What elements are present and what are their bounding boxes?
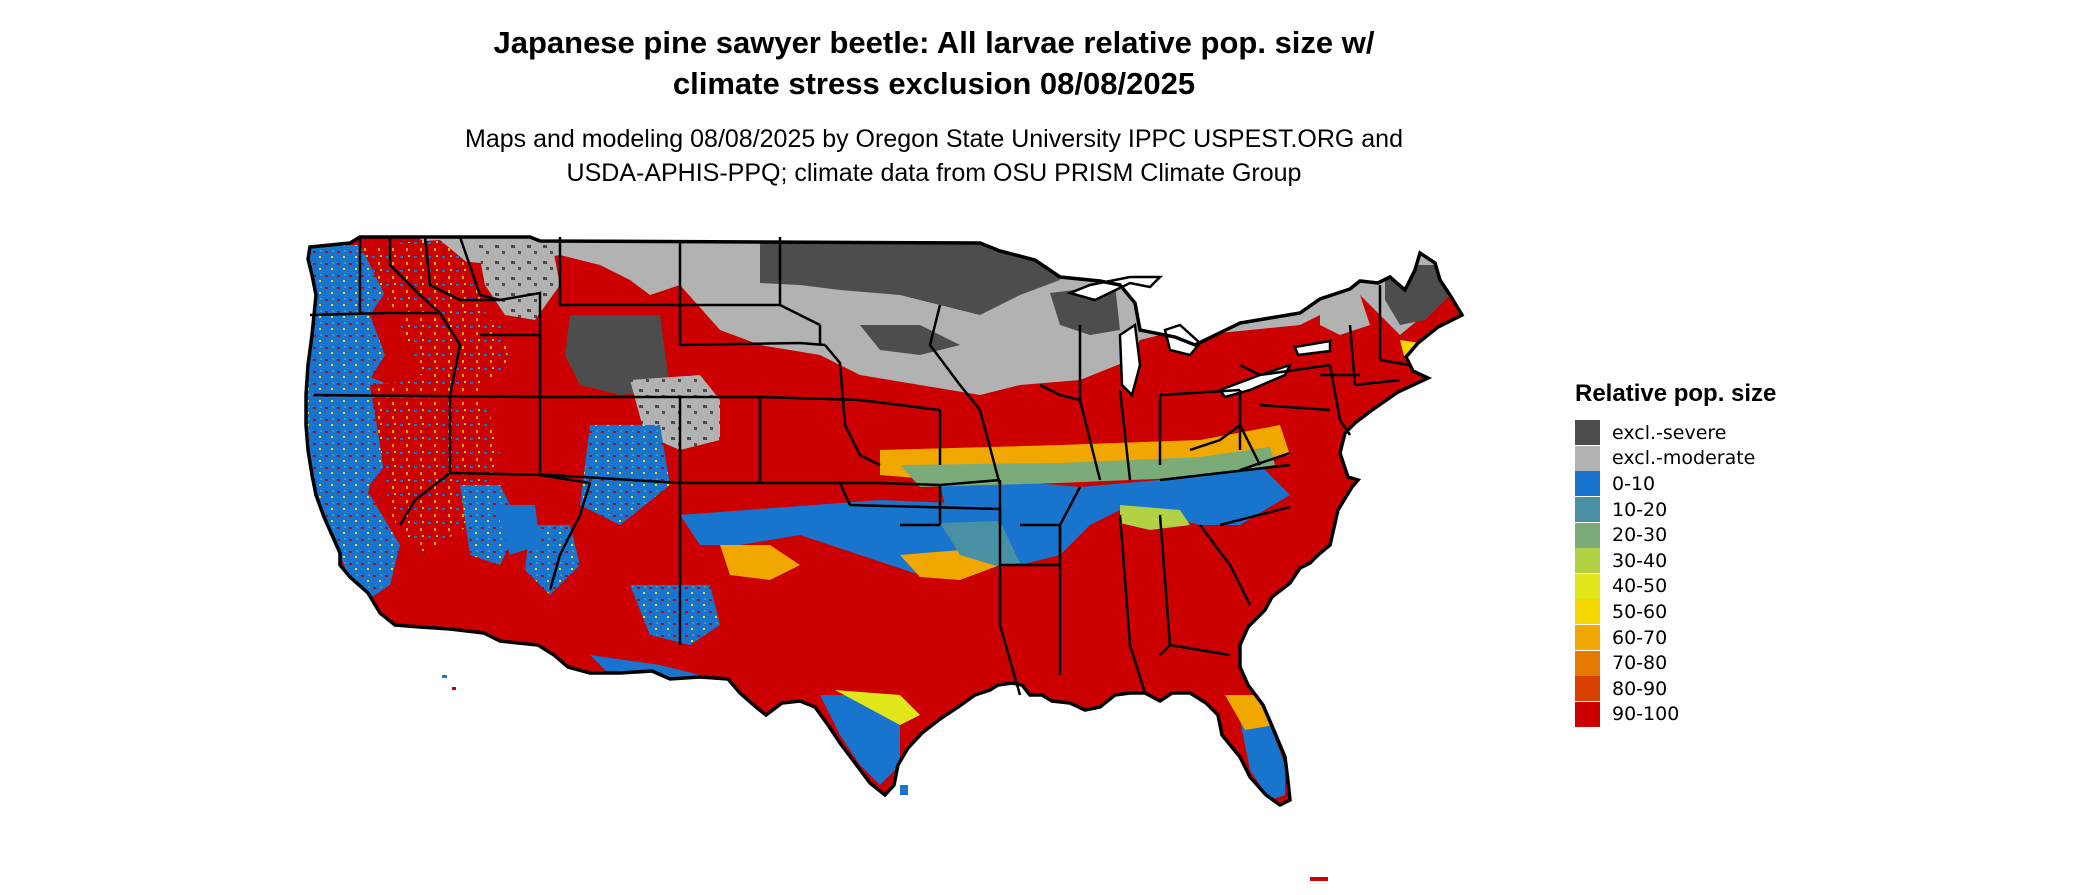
legend-label: 60-70 xyxy=(1612,626,1668,649)
legend-label: 80-90 xyxy=(1612,677,1668,700)
legend-label: 50-60 xyxy=(1612,600,1668,623)
map-subtitle: Maps and modeling 08/08/2025 by Oregon S… xyxy=(0,122,1868,190)
legend-swatch xyxy=(1575,573,1600,599)
legend-item: 90-100 xyxy=(1575,701,1776,728)
legend-swatch xyxy=(1575,471,1600,497)
legend-label: excl.-moderate xyxy=(1612,447,1756,470)
legend-label: 90-100 xyxy=(1612,703,1680,726)
legend-item: 80-90 xyxy=(1575,676,1776,702)
legend-item: excl.-moderate xyxy=(1575,445,1776,472)
legend-label: excl.-severe xyxy=(1612,421,1727,444)
map-title: Japanese pine sawyer beetle: All larvae … xyxy=(0,22,1868,104)
legend-label: 30-40 xyxy=(1612,549,1668,572)
coastal-islands xyxy=(442,675,1328,881)
map-subtitle-line-1: Maps and modeling 08/08/2025 by Oregon S… xyxy=(465,125,1403,153)
map-title-line-1: Japanese pine sawyer beetle: All larvae … xyxy=(493,25,1375,60)
map-title-line-2: climate stress exclusion 08/08/2025 xyxy=(672,66,1196,101)
legend-swatch xyxy=(1575,676,1600,702)
legend-item: 30-40 xyxy=(1575,548,1776,574)
legend-item: 70-80 xyxy=(1575,650,1776,676)
legend-label: 10-20 xyxy=(1612,498,1668,521)
legend-swatch xyxy=(1575,420,1600,446)
legend-swatch xyxy=(1575,445,1600,471)
legend-label: 20-30 xyxy=(1612,524,1668,547)
legend-swatch xyxy=(1575,650,1600,676)
legend-swatch xyxy=(1575,701,1600,727)
us-risk-map xyxy=(304,235,1464,881)
legend-item: excl.-severe xyxy=(1575,420,1776,446)
legend-item: 20-30 xyxy=(1575,522,1776,548)
legend-swatch xyxy=(1575,599,1600,625)
legend-swatch xyxy=(1575,522,1600,548)
legend-swatch xyxy=(1575,497,1600,523)
legend-label: 40-50 xyxy=(1612,575,1668,598)
legend-swatch xyxy=(1575,625,1600,651)
legend-item: 40-50 xyxy=(1575,573,1776,600)
map-fill xyxy=(306,237,1462,805)
legend-item: 50-60 xyxy=(1575,599,1776,625)
legend-item: 60-70 xyxy=(1575,625,1776,651)
legend-title: Relative pop. size xyxy=(1575,380,1777,407)
legend-label: 0-10 xyxy=(1612,472,1656,495)
legend: Relative pop. size excl.-severe excl.-mod… xyxy=(1575,380,1776,727)
legend-swatch xyxy=(1575,548,1600,574)
legend-items: excl.-severe excl.-moderate 0-10 10-20 20-30… xyxy=(1575,420,1776,727)
legend-item: 0-10 xyxy=(1575,471,1776,497)
legend-item: 10-20 xyxy=(1575,497,1776,523)
state-borders xyxy=(309,236,1411,696)
map-subtitle-line-2: USDA-APHIS-PPQ; climate data from OSU PR… xyxy=(566,159,1302,187)
legend-label: 70-80 xyxy=(1612,652,1668,675)
